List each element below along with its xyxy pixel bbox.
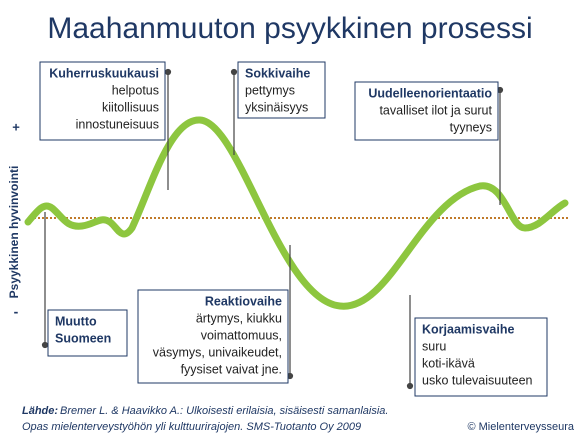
- phase-box: [237, 61, 326, 119]
- phase-line: kiitollisuus: [102, 100, 159, 114]
- phase-box: [39, 61, 166, 141]
- phase-title: Kuherruskuukausi: [49, 66, 159, 80]
- phase-line: koti-ikävä: [422, 356, 475, 370]
- pointer-dot: [230, 68, 238, 76]
- phase-line: yksinäisyys: [245, 100, 308, 114]
- phase-line: fyysiset vaivat jne.: [181, 362, 282, 376]
- phase-line: Suomeen: [55, 331, 111, 345]
- phase-title: Reaktiovaihe: [205, 294, 282, 308]
- minus: -: [14, 304, 19, 320]
- phase-line: usko tulevaisuuteen: [422, 373, 533, 387]
- pointer-dot: [41, 341, 49, 349]
- source-line: Opas mielenterveystyöhön yli kulttuurira…: [22, 421, 361, 433]
- phase-line: helpotus: [112, 83, 159, 97]
- phase-line: tavalliset ilot ja surut: [379, 103, 492, 117]
- phase-title: Muutto: [55, 314, 97, 328]
- copyright: © Mielenterveysseura: [467, 421, 574, 433]
- phase-box: [414, 317, 548, 397]
- phase-title: Sokkivaihe: [245, 66, 310, 80]
- wellbeing-curve: [24, 116, 569, 310]
- phase-box: [47, 309, 128, 357]
- phase-line: tyyneys: [450, 120, 492, 134]
- phase-line: innostuneisuus: [76, 117, 159, 131]
- pointer-dot: [406, 382, 414, 390]
- phase-title: Korjaamisvaihe: [422, 322, 514, 336]
- phase-line: suru: [422, 339, 446, 353]
- title: Maahanmuuton psyykkinen prosessi: [47, 12, 532, 45]
- source-line: Bremer L. & Haavikko A.: Ulkoisesti eril…: [60, 405, 388, 417]
- phase-box: [354, 81, 499, 141]
- phase-line: voimattomuus,: [201, 328, 282, 342]
- phase-box: [137, 289, 289, 384]
- phase-line: pettymys: [245, 83, 295, 97]
- phase-line: väsymys, univaikeudet,: [153, 345, 282, 359]
- pointer-dot: [164, 68, 172, 76]
- plus: +: [12, 119, 20, 134]
- phase-line: ärtymys, kiukku: [196, 311, 282, 325]
- phase-title: Uudelleenorientaatio: [368, 86, 492, 100]
- source-label: Lähde:: [22, 405, 58, 417]
- y-axis-label: Psyykkinen hyvinvointi: [7, 166, 21, 299]
